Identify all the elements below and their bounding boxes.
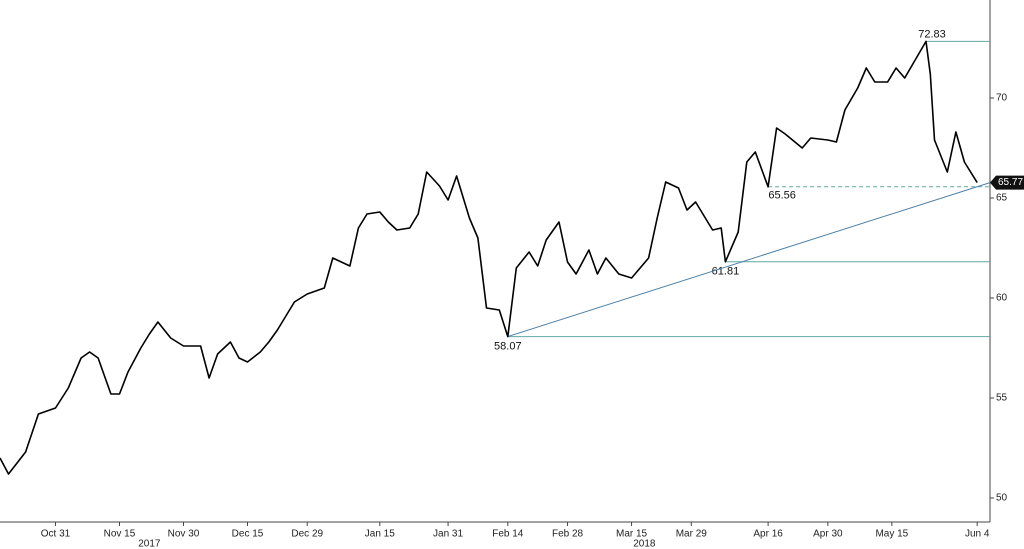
- x-tick-label: Oct 31: [41, 529, 71, 540]
- dashed-level-label: 65.56: [768, 190, 796, 202]
- x-tick-label: Dec 29: [291, 529, 323, 540]
- x-tick-label: Jun 4: [965, 529, 990, 540]
- x-tick-label: Jan 31: [433, 529, 463, 540]
- x-tick-label: Feb 28: [552, 529, 584, 540]
- level-label: 72.83: [918, 28, 946, 40]
- x-tick-label: Apr 30: [813, 529, 843, 540]
- x-tick-label: Dec 15: [232, 529, 264, 540]
- last-price-label: 65.77: [998, 177, 1023, 188]
- y-tick-label: 60: [996, 293, 1008, 304]
- trend-line: [507, 182, 991, 338]
- x-tick-label: Feb 14: [492, 529, 524, 540]
- x-tick-label: Apr 16: [753, 529, 783, 540]
- x-tick-label: May 15: [875, 529, 908, 540]
- level-label: 58.07: [494, 341, 522, 353]
- x-tick-label: Nov 15: [104, 529, 136, 540]
- x-tick-label: Mar 15: [616, 529, 648, 540]
- y-tick-label: 65: [996, 193, 1008, 204]
- x-tick-label: Jan 15: [365, 529, 395, 540]
- y-tick-label: 50: [996, 493, 1008, 504]
- x-tick-label: Nov 30: [168, 529, 200, 540]
- y-tick-label: 55: [996, 393, 1008, 404]
- year-label: 2017: [138, 539, 161, 549]
- x-tick-label: Mar 29: [676, 529, 708, 540]
- level-label: 61.81: [712, 266, 740, 278]
- y-tick-label: 70: [996, 93, 1008, 104]
- price-line: [0, 40, 978, 475]
- last-price-box: [990, 175, 1024, 190]
- year-label: 2018: [633, 539, 656, 549]
